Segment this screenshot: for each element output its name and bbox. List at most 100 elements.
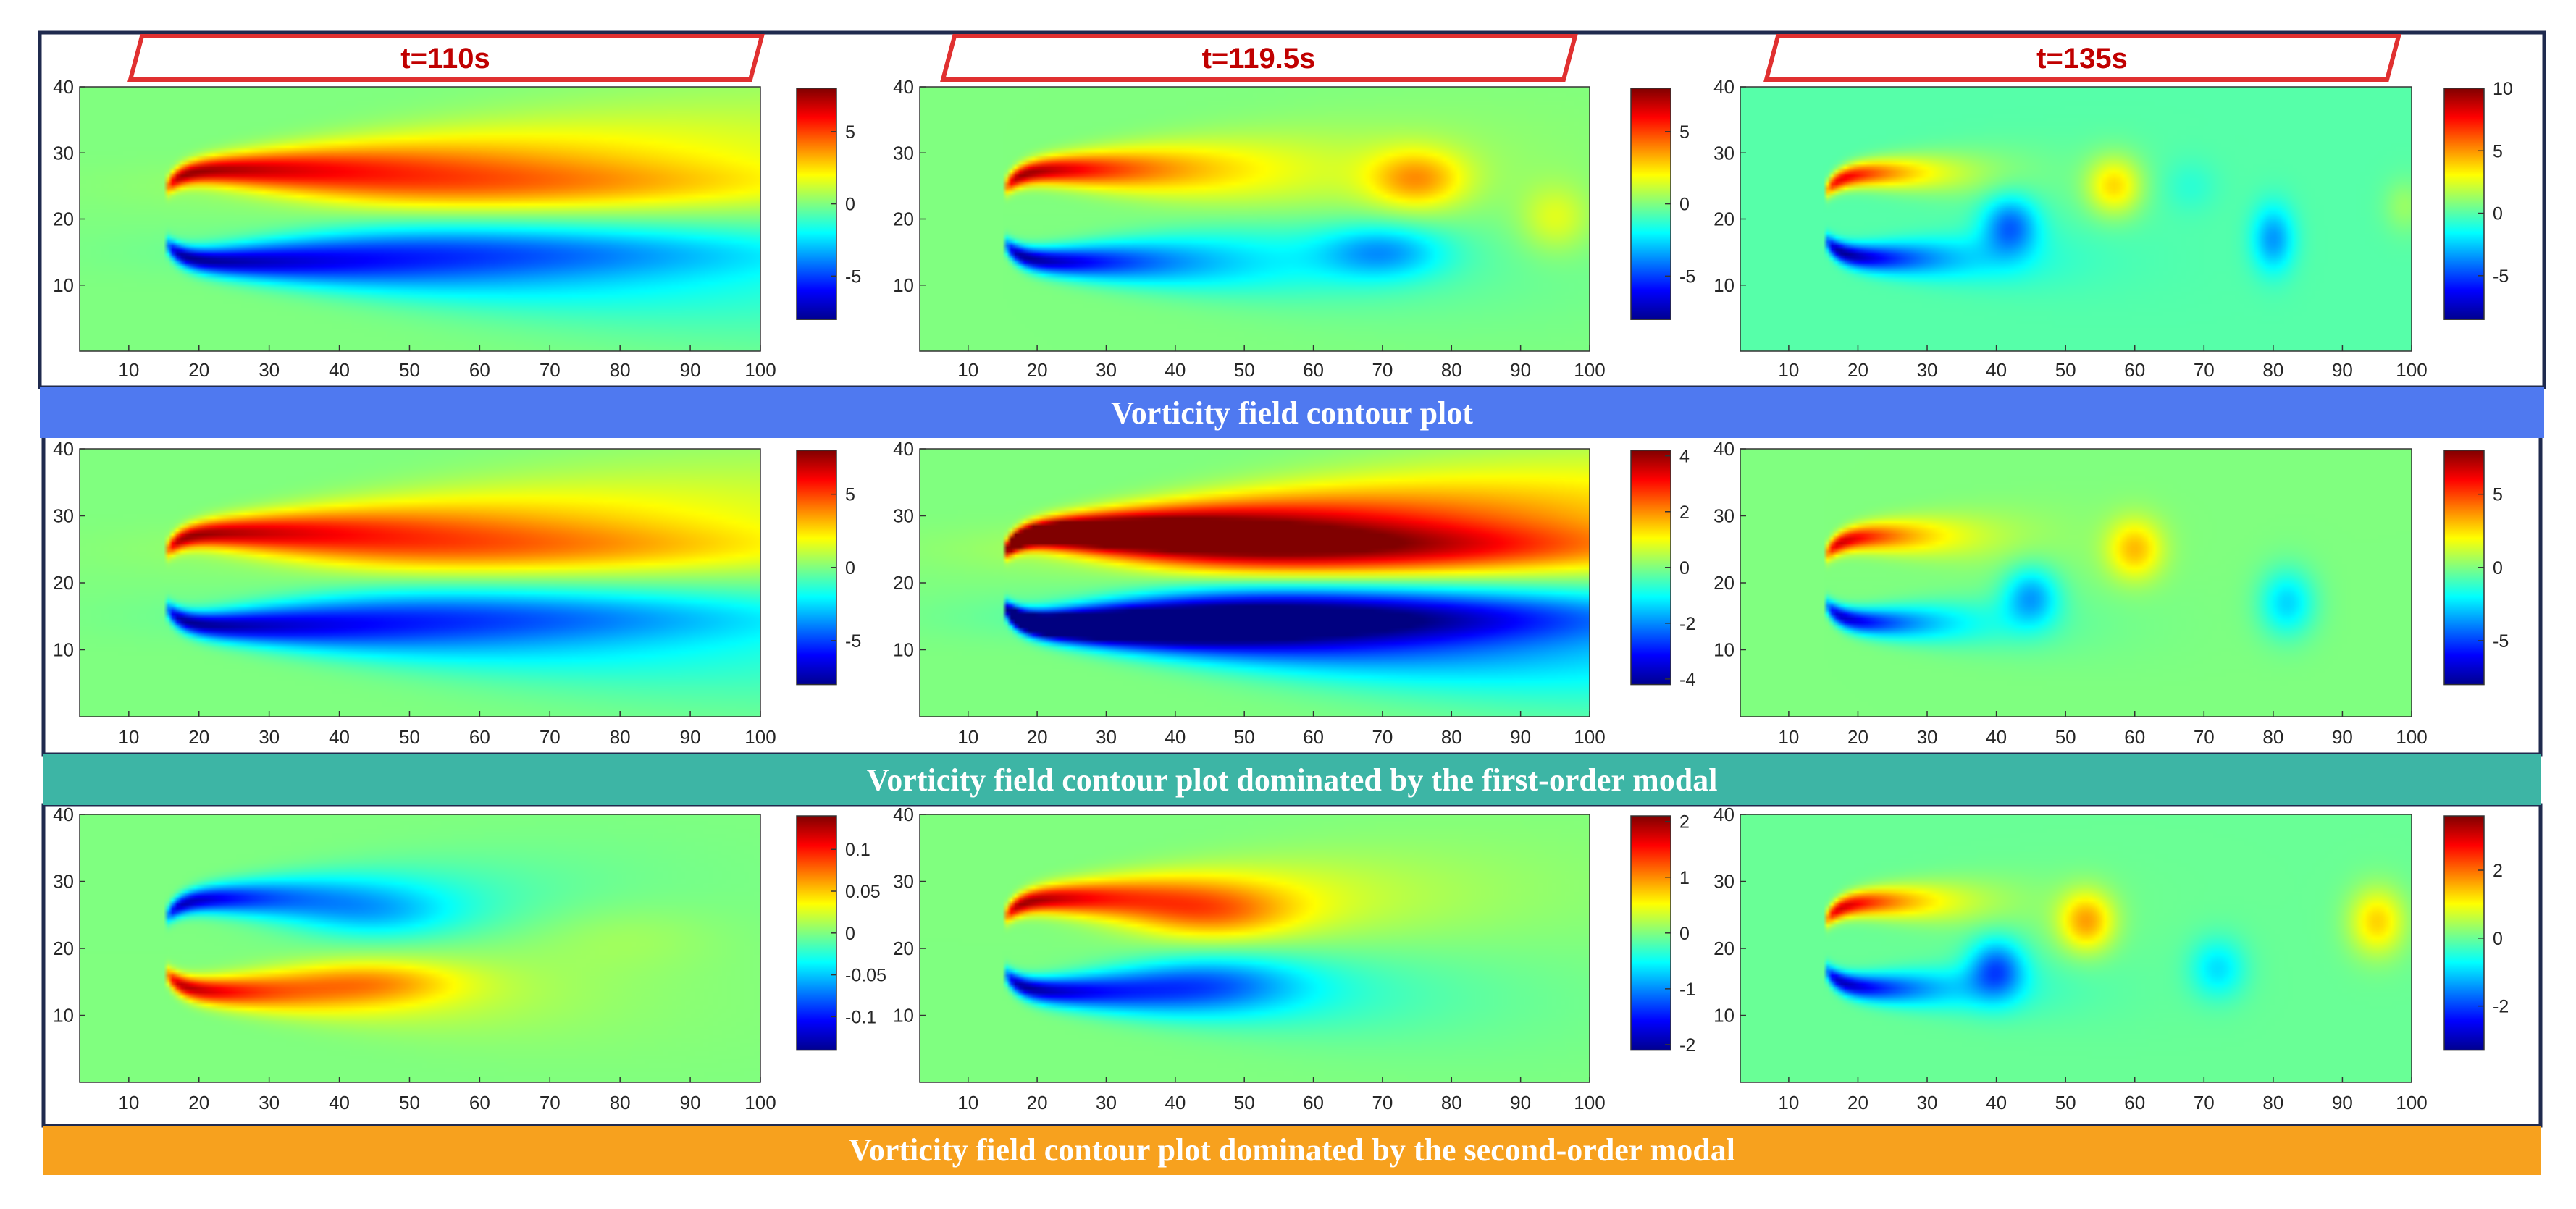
- x-tick-label: 100: [1574, 726, 1605, 748]
- colorbar-tick-label: 0: [845, 924, 855, 944]
- x-tick-label: 80: [2262, 1092, 2283, 1113]
- x-tick-label: 10: [957, 359, 978, 381]
- y-tick-label: 40: [1713, 804, 1734, 825]
- time-label-119-5: t=119.5s: [940, 34, 1578, 82]
- colorbar: [796, 815, 837, 1051]
- colorbar-tick-label: 5: [2493, 485, 2503, 505]
- y-tick-label: 40: [53, 438, 74, 460]
- colorbar-tick-label: 0.1: [845, 840, 870, 860]
- colorbar: [1630, 815, 1671, 1051]
- x-tick-label: 70: [540, 359, 561, 381]
- colorbar-tick-label: -5: [1679, 266, 1695, 287]
- x-tick-label: 80: [2262, 359, 2283, 381]
- x-tick-label: 30: [1096, 726, 1117, 748]
- x-tick-label: 30: [259, 726, 280, 748]
- x-tick-label: 10: [1778, 726, 1799, 748]
- y-tick-label: 10: [1713, 274, 1734, 296]
- x-tick-label: 70: [2194, 359, 2215, 381]
- row-title-1: Vorticity field contour plot: [1111, 395, 1473, 431]
- colorbar-tick-label: 0: [2493, 204, 2503, 224]
- x-tick-label: 50: [399, 726, 420, 748]
- y-tick-label: 10: [893, 639, 914, 661]
- x-tick-label: 40: [1986, 359, 2007, 381]
- colorbar-tick-label: -5: [845, 266, 861, 287]
- x-tick-label: 100: [1574, 359, 1605, 381]
- vorticity-heatmap: [920, 449, 1590, 717]
- y-tick-label: 30: [53, 871, 74, 893]
- y-tick-label: 10: [53, 639, 74, 661]
- x-tick-label: 60: [1303, 726, 1324, 748]
- vorticity-heatmap: [920, 87, 1590, 351]
- colorbar-tick-label: 0: [2493, 558, 2503, 578]
- x-tick-label: 80: [610, 726, 631, 748]
- y-tick-label: 30: [1713, 871, 1734, 893]
- x-tick-label: 10: [118, 1092, 139, 1113]
- x-tick-label: 60: [1303, 1092, 1324, 1113]
- x-tick-label: 80: [1441, 726, 1462, 748]
- x-tick-label: 60: [2124, 726, 2145, 748]
- contour-panel-r3-c1: 10 20 30 40 50 60 70 80 90 100 10 20 30 40 -0.1 -0.05 0 0…: [53, 804, 886, 1113]
- x-tick-label: 20: [1847, 359, 1868, 381]
- colorbar: [796, 88, 837, 320]
- x-tick-label: 70: [540, 726, 561, 748]
- colorbar: [1630, 450, 1671, 686]
- x-tick-label: 30: [1917, 359, 1938, 381]
- colorbar-tick-label: -5: [2493, 631, 2509, 652]
- x-tick-label: 70: [2194, 1092, 2215, 1113]
- time-label-135: t=135s: [1763, 34, 2401, 82]
- x-tick-label: 30: [1917, 1092, 1938, 1113]
- x-tick-label: 100: [744, 1092, 776, 1113]
- y-tick-label: 20: [1713, 938, 1734, 959]
- y-tick-label: 40: [53, 76, 74, 98]
- y-tick-label: 30: [53, 142, 74, 164]
- x-tick-label: 10: [118, 726, 139, 748]
- x-tick-label: 10: [957, 1092, 978, 1113]
- x-tick-label: 90: [1510, 1092, 1531, 1113]
- colorbar-tick-label: -0.05: [845, 966, 886, 986]
- colorbar-tick-label: 4: [1679, 447, 1690, 467]
- y-tick-label: 20: [893, 572, 914, 594]
- time-label-text: t=135s: [2036, 43, 2128, 75]
- y-tick-label: 40: [893, 804, 914, 825]
- contour-panel-r3-c3: 10 20 30 40 50 60 70 80 90 100 10 20 30 40 -2 0 2: [1713, 804, 2509, 1113]
- x-tick-label: 30: [1917, 726, 1938, 748]
- x-tick-label: 50: [1234, 1092, 1255, 1113]
- time-label-110: t=110s: [127, 34, 765, 82]
- x-tick-label: 60: [1303, 359, 1324, 381]
- colorbar-tick-label: 5: [2493, 141, 2503, 161]
- colorbar-tick-label: 0.05: [845, 882, 881, 902]
- x-tick-label: 40: [1165, 359, 1186, 381]
- x-tick-label: 90: [1510, 359, 1531, 381]
- x-tick-label: 40: [1165, 1092, 1186, 1113]
- x-tick-label: 40: [329, 1092, 350, 1113]
- y-tick-label: 20: [893, 208, 914, 230]
- x-tick-label: 70: [2194, 726, 2215, 748]
- row-title-bar-3: Vorticity field contour plot dominated b…: [43, 1126, 2541, 1175]
- x-tick-label: 20: [188, 726, 209, 748]
- x-tick-label: 50: [1234, 359, 1255, 381]
- y-tick-label: 10: [893, 274, 914, 296]
- y-tick-label: 30: [1713, 142, 1734, 164]
- colorbar-tick-label: -2: [2493, 997, 2509, 1017]
- x-tick-label: 100: [1574, 1092, 1605, 1113]
- contour-panel-r1-c2: 10 20 30 40 50 60 70 80 90 100 10 20 30 40 -5 0 5: [893, 76, 1695, 381]
- contour-panel-r1-c3: 10 20 30 40 50 60 70 80 90 100 10 20 30 40 -5 0 5 10: [1713, 76, 2513, 381]
- x-tick-label: 100: [2396, 359, 2427, 381]
- colorbar-tick-label: -0.1: [845, 1007, 876, 1027]
- x-tick-label: 30: [259, 1092, 280, 1113]
- x-tick-label: 70: [540, 1092, 561, 1113]
- x-tick-label: 20: [1027, 359, 1048, 381]
- x-tick-label: 20: [1027, 726, 1048, 748]
- x-tick-label: 20: [1847, 1092, 1868, 1113]
- row-title-2: Vorticity field contour plot dominated b…: [867, 762, 1718, 798]
- x-tick-label: 50: [399, 1092, 420, 1113]
- x-tick-label: 50: [2055, 359, 2076, 381]
- y-tick-label: 40: [893, 438, 914, 460]
- colorbar-tick-label: 2: [2493, 861, 2503, 881]
- y-tick-label: 10: [53, 274, 74, 296]
- x-tick-label: 90: [2332, 726, 2353, 748]
- colorbar-tick-label: 0: [845, 195, 855, 215]
- x-tick-label: 30: [259, 359, 280, 381]
- y-tick-label: 40: [53, 804, 74, 825]
